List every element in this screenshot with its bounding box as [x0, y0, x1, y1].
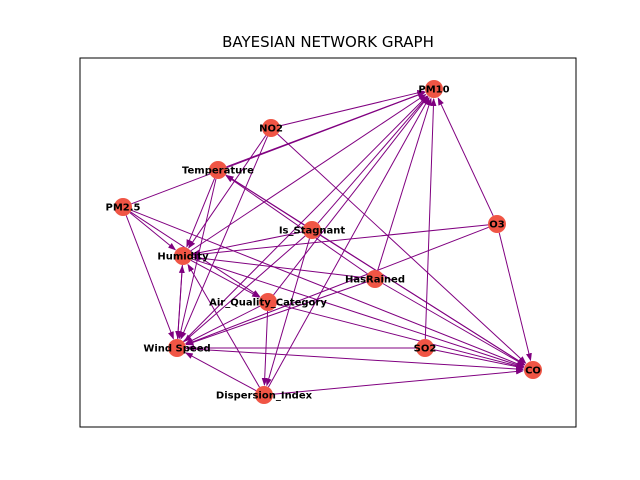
node-label-o3: O3	[489, 220, 505, 231]
node-temperature	[209, 161, 227, 179]
edge-o3-to-co	[498, 232, 532, 362]
node-label-no2: NO2	[259, 124, 283, 135]
edge-so2-to-pm10	[424, 98, 437, 340]
node-label-pm2-5: PM2.5	[106, 203, 141, 214]
edge-so2-to-co	[433, 349, 525, 370]
edge-pm2-5-to-humidity	[129, 212, 177, 251]
node-pm2-5	[114, 198, 132, 216]
edge-humidity-to-co	[191, 258, 525, 368]
node-o3	[488, 215, 506, 233]
edge-o3-to-humidity	[191, 224, 489, 258]
node-label-is-stagnant: Is_Stagnant	[279, 226, 346, 237]
edge-pm2-5-to-co	[131, 209, 525, 367]
edge-dispersion-index-to-co	[272, 368, 524, 395]
node-so2	[416, 339, 434, 357]
edge-temperature-to-humidity	[186, 178, 216, 248]
node-is-stagnant	[303, 221, 321, 239]
edge-air-quality-category-to-pm10	[273, 96, 429, 296]
edge-hasrained-to-wind-speed	[185, 281, 367, 346]
edge-dispersion-index-to-wind-speed	[184, 352, 257, 392]
node-co	[524, 361, 542, 379]
edge-no2-to-co	[277, 133, 527, 364]
edge-wind-speed-to-co	[185, 348, 524, 372]
edge-o3-to-wind-speed	[185, 226, 489, 345]
node-label-air-quality-category: Air_Quality_Category	[209, 298, 327, 309]
edge-hasrained-to-humidity	[191, 255, 367, 279]
node-pm10	[425, 80, 443, 98]
node-label-pm10: PM10	[418, 85, 449, 96]
graph-title: BAYESIAN NETWORK GRAPH	[222, 33, 434, 51]
node-label-dispersion-index: Dispersion_Index	[216, 391, 313, 402]
edge-is-stagnant-to-humidity	[191, 231, 304, 256]
edge-hasrained-to-pm10	[377, 97, 432, 271]
edge-is-stagnant-to-co	[319, 234, 526, 366]
edge-dispersion-index-to-humidity	[187, 263, 260, 388]
edge-hasrained-to-co	[382, 283, 526, 366]
node-label-humidity: Humidity	[157, 252, 209, 263]
edge-humidity-to-air-quality-category	[190, 259, 261, 298]
node-label-wind-speed: Wind Speed	[143, 344, 210, 355]
edge-air-quality-category-to-co	[276, 303, 525, 369]
node-label-hasrained: HasRained	[345, 275, 405, 286]
edge-hasrained-to-temperature	[225, 175, 368, 275]
node-hasrained	[366, 270, 384, 288]
edge-dispersion-index-to-pm10	[267, 96, 430, 388]
node-label-so2: SO2	[414, 344, 437, 355]
edge-layer	[125, 90, 532, 395]
edge-no2-to-pm10	[279, 90, 426, 127]
edge-wind-speed-to-humidity	[177, 265, 185, 340]
edge-no2-to-humidity	[188, 135, 267, 249]
plot-frame	[79, 57, 577, 428]
edge-is-stagnant-to-wind-speed	[183, 235, 306, 343]
edge-temperature-to-pm10	[226, 92, 426, 168]
node-dispersion-index	[255, 386, 273, 404]
node-humidity	[174, 247, 192, 265]
node-layer: PM10 NO2 Temperature PM2.5 O3 Is_Stagnant Humi…	[106, 80, 542, 404]
node-no2	[262, 119, 280, 137]
edge-wind-speed-to-pm10	[182, 95, 428, 342]
node-label-temperature: Temperature	[182, 166, 254, 177]
node-air-quality-category	[259, 293, 277, 311]
node-wind-speed	[168, 339, 186, 357]
edge-is-stagnant-to-dispersion-index	[265, 238, 310, 387]
edge-is-stagnant-to-pm10	[317, 95, 429, 224]
edge-no2-to-wind-speed	[180, 136, 268, 340]
node-label-co: CO	[525, 366, 541, 377]
edge-o3-to-pm10	[437, 97, 494, 217]
edge-is-stagnant-to-temperature	[225, 174, 305, 226]
edge-pm2-5-to-wind-speed	[125, 215, 174, 340]
